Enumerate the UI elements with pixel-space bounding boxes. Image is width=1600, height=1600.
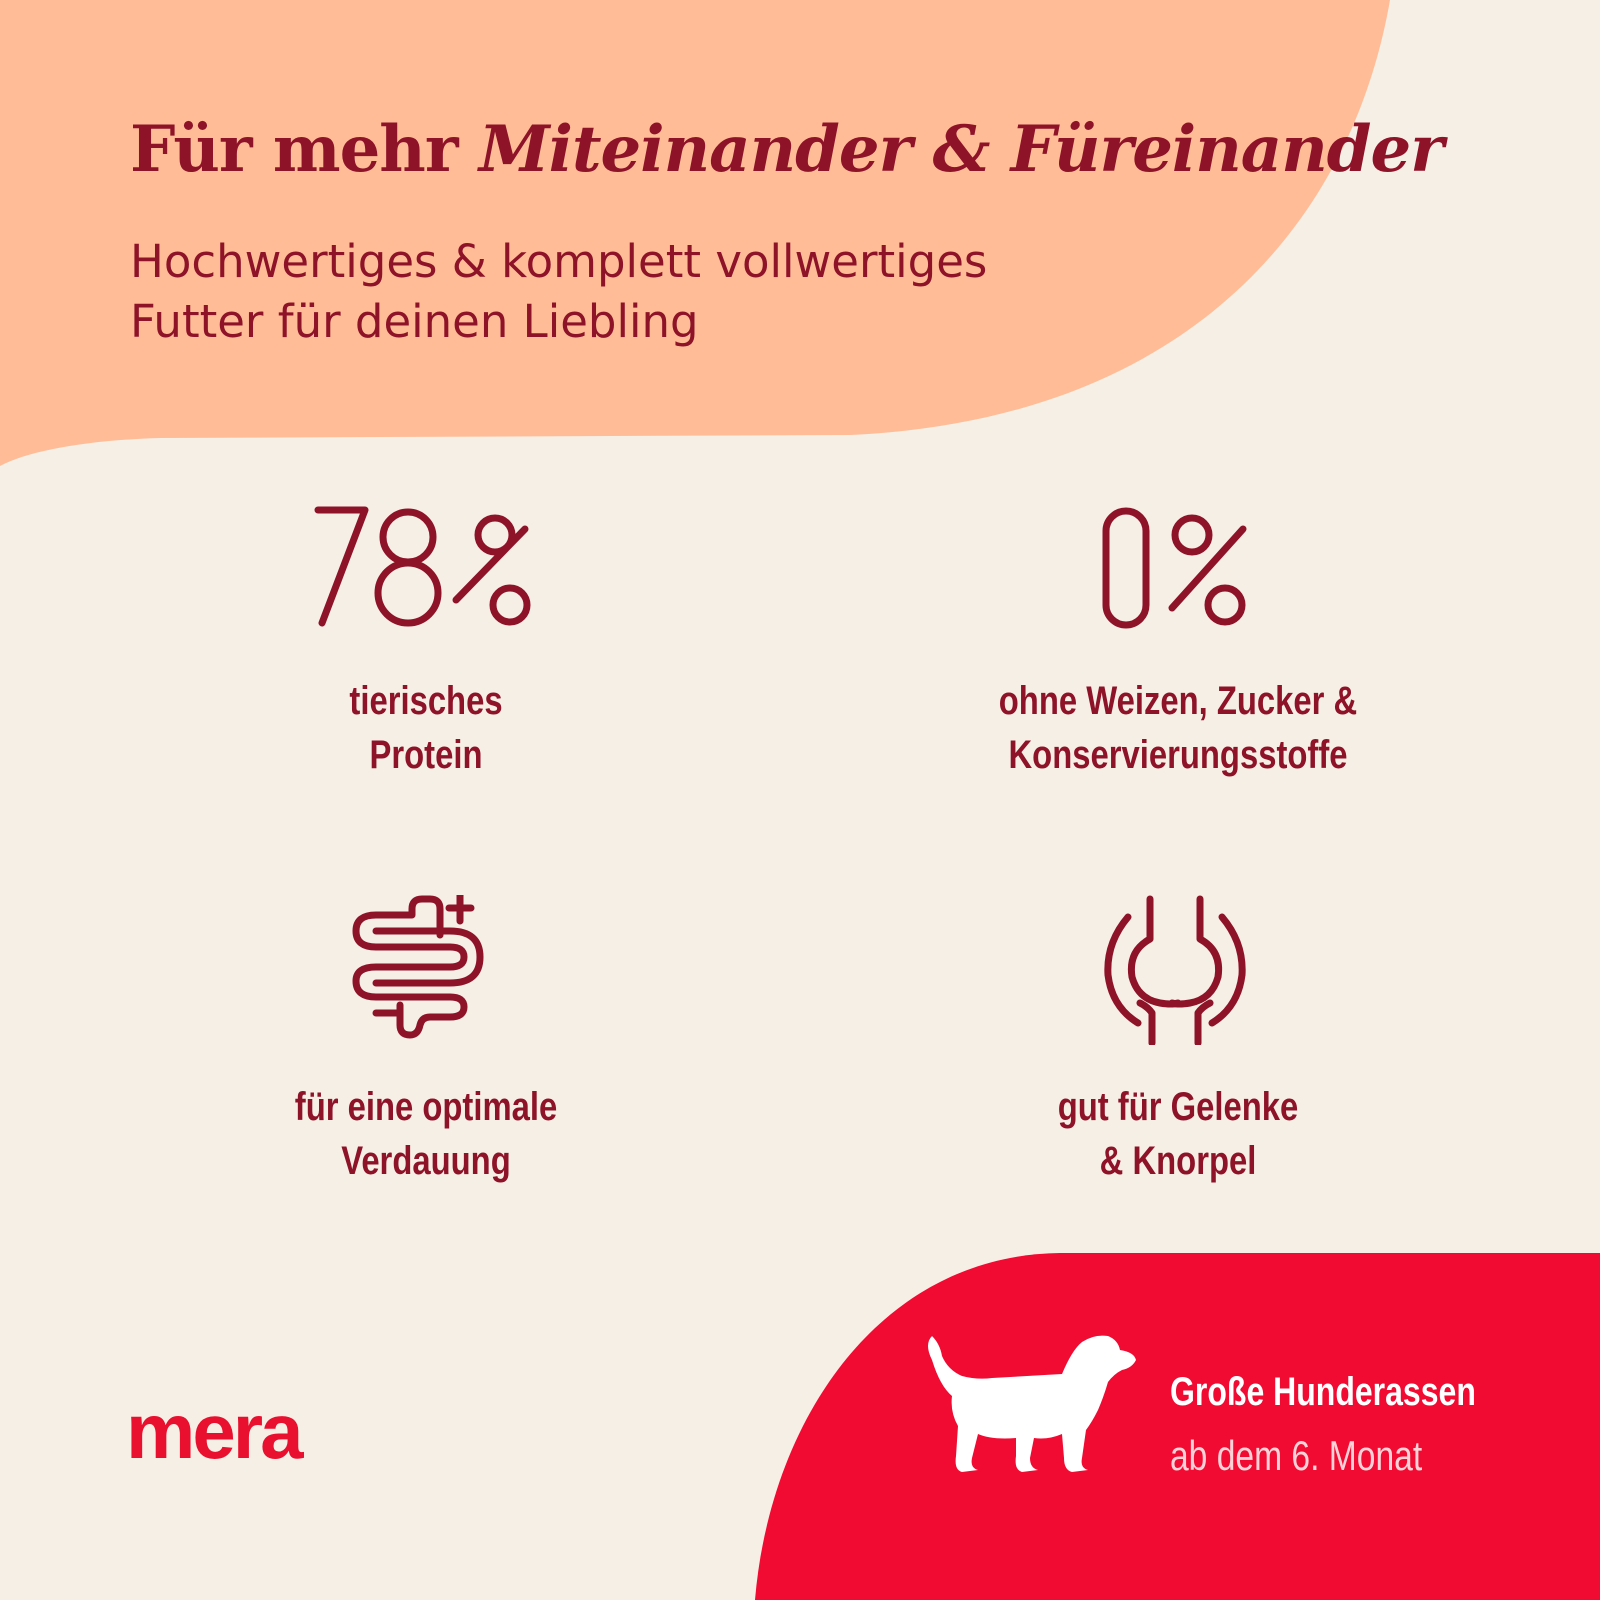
dog-icon: [928, 1335, 1136, 1472]
mera-logo: mera: [126, 1387, 303, 1475]
feature-label-no-additives: ohne Weizen, Zucker & Konservierungsstof…: [998, 679, 1358, 777]
red-blob: [755, 1253, 1600, 1600]
subtitle-line-2: Futter für deinen Liebling: [130, 295, 699, 348]
percent-78-icon: [314, 506, 531, 627]
peach-blob: [0, 0, 1390, 466]
badge-title: Große Hunderassen: [1170, 1370, 1476, 1414]
subtitle-line-1: Hochwertiges & komplett vollwertiges: [130, 235, 988, 288]
feature-label-joints: gut für Gelenke & Knorpel: [1057, 1085, 1299, 1183]
intestine-plus-icon: [352, 895, 484, 1039]
percent-0-icon: [1102, 507, 1247, 629]
page-title: Für mehr Miteinander & Füreinander: [130, 112, 1444, 187]
page-subtitle: Hochwertiges & komplett vollwertiges Fut…: [130, 232, 987, 352]
feature-label-digestion: für eine optimale Verdauung: [294, 1085, 558, 1183]
title-emphasis: Miteinander & Füreinander: [478, 112, 1444, 187]
badge-subtitle: ab dem 6. Monat: [1170, 1432, 1423, 1479]
joint-icon: [1104, 895, 1246, 1045]
feature-label-protein: tierisches Protein: [349, 679, 503, 777]
